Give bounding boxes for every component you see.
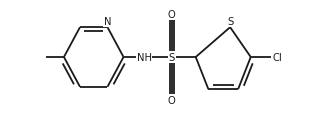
Text: S: S — [169, 53, 175, 62]
Text: Cl: Cl — [273, 53, 282, 62]
Text: N: N — [104, 17, 111, 27]
Text: O: O — [168, 95, 176, 105]
Text: O: O — [168, 10, 176, 20]
Text: NH: NH — [136, 53, 152, 62]
Text: S: S — [227, 17, 233, 27]
